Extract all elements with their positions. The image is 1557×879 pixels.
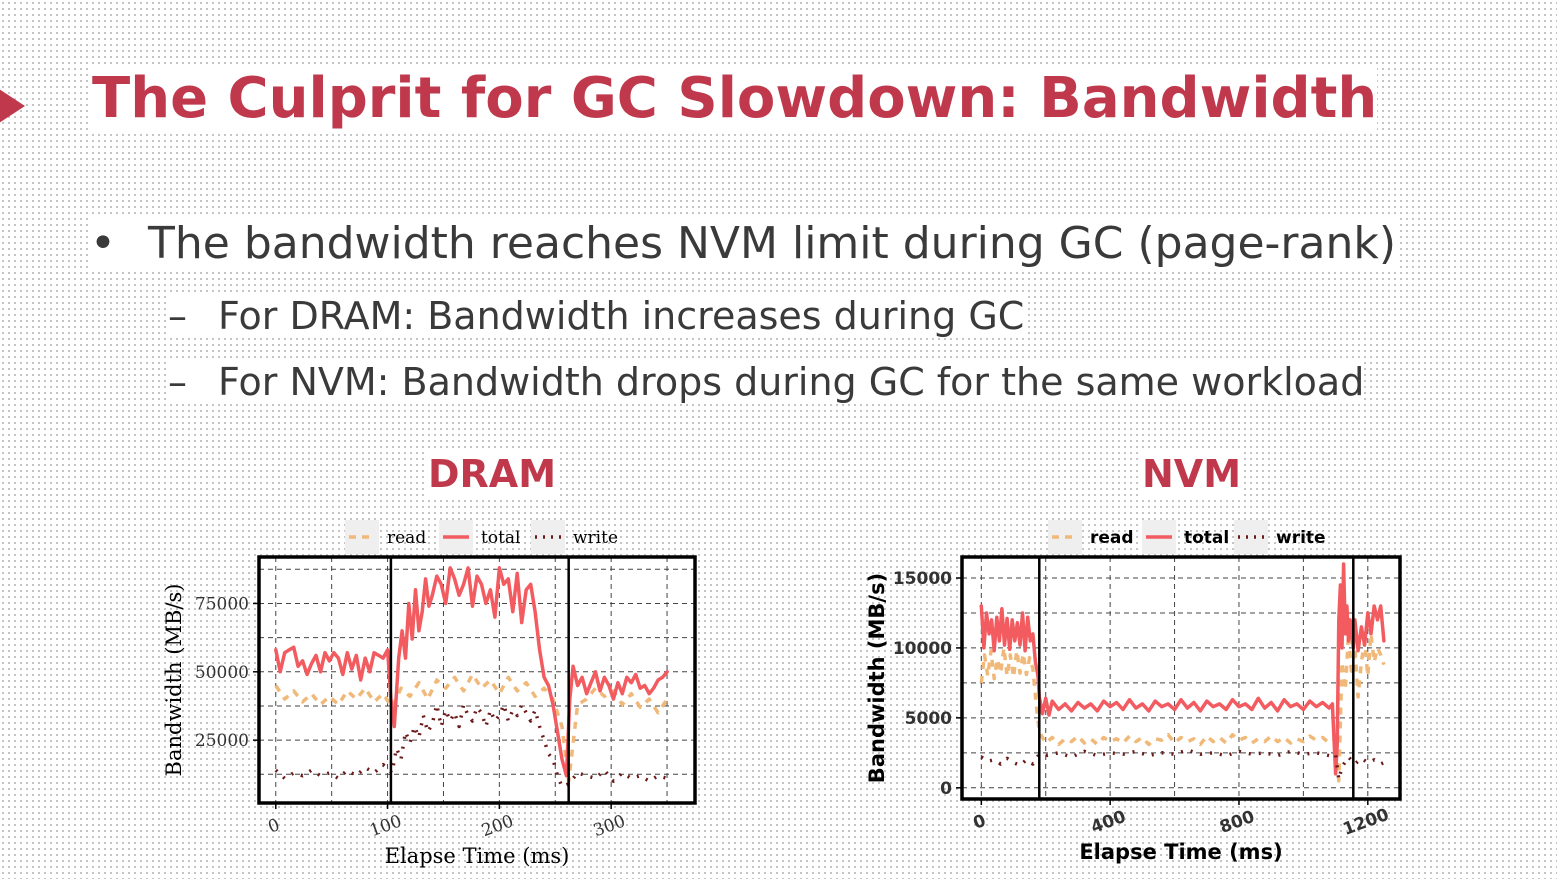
nvm-series-read	[979, 632, 1386, 783]
slide-marker-chevron	[0, 70, 25, 142]
dram-xtick-label: 300	[591, 811, 628, 841]
bullet-nvm-text: For NVM: Bandwidth drops during GC for t…	[218, 360, 1365, 404]
dram-chart-title: DRAM	[428, 452, 557, 496]
nvm-x-axis-label: Elapse Time (ms)	[1079, 840, 1282, 864]
dram-xtick-label: 200	[479, 811, 516, 841]
nvm-chart: 0 5000 10000 15000 0 400 800 1200 Elapse Time (m…	[865, 520, 1402, 864]
dram-x-axis-label: Elapse Time (ms)	[385, 844, 570, 868]
nvm-xtick-label: 0	[971, 811, 989, 834]
dram-xtick-label: 0	[266, 815, 283, 837]
dram-legend-label-total: total	[481, 528, 520, 548]
nvm-legend-label-total: total	[1184, 528, 1229, 548]
nvm-xtick-label: 800	[1217, 807, 1257, 838]
bullet-nvm: – For NVM: Bandwidth drops during GC for …	[168, 360, 1365, 404]
dram-series-total	[274, 566, 669, 778]
dram-y-axis-label: Bandwidth (MB/s)	[162, 584, 186, 777]
nvm-legend-label-read: read	[1090, 528, 1134, 548]
bullet-marker: •	[90, 218, 116, 269]
nvm-ytick-label: 0	[940, 779, 952, 799]
nvm-xtick-label: 400	[1088, 807, 1128, 838]
dram-chart: 25000 50000 75000 0 100 200 300 Elapse Time (ms…	[162, 520, 697, 868]
bullet-dram: – For DRAM: Bandwidth increases during GC	[168, 294, 1025, 338]
nvm-ytick-label: 10000	[893, 639, 952, 659]
bullet-main-text: The bandwidth reaches NVM limit during G…	[148, 218, 1397, 269]
dram-ytick-label: 25000	[195, 731, 249, 751]
nvm-ytick-label: 5000	[905, 709, 952, 729]
nvm-ytick-label: 15000	[893, 569, 952, 589]
nvm-y-axis-label: Bandwidth (MB/s)	[865, 573, 889, 783]
slide-title: The Culprit for GC Slowdown: Bandwidth	[92, 66, 1378, 131]
nvm-series-total	[979, 562, 1386, 776]
nvm-xtick-label: 1200	[1340, 805, 1391, 840]
dram-plot-frame	[257, 555, 697, 805]
bullet-dram-text: For DRAM: Bandwidth increases during GC	[218, 294, 1025, 338]
dram-xtick-label: 100	[367, 811, 404, 841]
dram-ytick-label: 50000	[195, 663, 249, 683]
dram-legend-label-write: write	[573, 528, 618, 548]
bullet-dash: –	[168, 360, 187, 404]
bullet-main: • The bandwidth reaches NVM limit during …	[90, 218, 1397, 269]
nvm-chart-title: NVM	[1142, 452, 1242, 496]
dram-series-read	[274, 672, 669, 783]
nvm-plot-frame	[960, 555, 1402, 801]
bullet-dash: –	[168, 294, 187, 338]
nvm-plot-background	[962, 557, 1400, 799]
nvm-legend-label-write: write	[1276, 528, 1326, 548]
dram-ytick-label: 75000	[195, 594, 249, 614]
dram-legend-label-read: read	[387, 528, 426, 548]
